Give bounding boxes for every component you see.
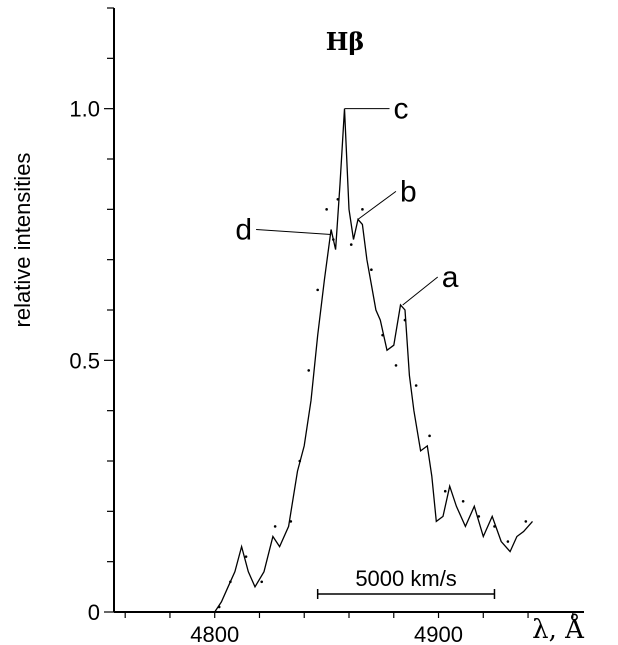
data-dot [428, 434, 431, 438]
annotation-leader [357, 190, 397, 220]
y-tick-label: 0 [88, 600, 100, 625]
data-dot [316, 288, 319, 292]
data-dot [370, 268, 373, 272]
data-dot [336, 197, 340, 201]
data-dot [273, 525, 277, 528]
data-dot [477, 515, 481, 518]
x-ticks: 4800 4900 [124, 612, 574, 645]
data-dots [217, 197, 528, 609]
annotation-label: d [235, 214, 252, 247]
data-dot [361, 208, 364, 211]
data-dot [394, 364, 398, 367]
spectrum-line [170, 108, 533, 613]
data-dot [414, 384, 418, 387]
data-dot [244, 555, 248, 558]
x-tick-label: 4900 [414, 622, 463, 645]
data-dot [349, 243, 353, 246]
x-tick-label: 4800 [190, 622, 239, 645]
annotation-leader [256, 229, 332, 235]
data-dot [325, 208, 328, 211]
data-dot [381, 333, 384, 337]
data-dot [289, 520, 293, 523]
data-dot [461, 499, 465, 503]
annotation-leader [402, 276, 439, 306]
data-dot [332, 238, 335, 241]
scale-bar-label: 5000 km/s [355, 566, 457, 591]
y-tick-label: 0.5 [69, 348, 100, 373]
y-axis-label: relative intensities [10, 153, 35, 328]
peak-annotations: c b d a [235, 93, 459, 306]
data-dot [229, 580, 232, 584]
chart-title: Hβ [326, 27, 365, 56]
data-dot [403, 318, 407, 322]
y-tick-label: 1.0 [69, 97, 100, 122]
annotation-label: b [400, 175, 417, 208]
x-axis-label: λ, Å [532, 613, 585, 645]
data-dot [443, 489, 447, 493]
y-ticks: 0 0.5 1.0 [69, 7, 114, 625]
data-dot [298, 459, 302, 463]
annotation-label: c [394, 93, 409, 126]
data-dot [524, 520, 528, 523]
data-dot [260, 580, 264, 584]
data-dot [506, 540, 510, 543]
data-dot [493, 525, 496, 528]
annotation-label: a [442, 261, 459, 294]
data-dot [217, 605, 221, 609]
data-dot [307, 369, 311, 372]
